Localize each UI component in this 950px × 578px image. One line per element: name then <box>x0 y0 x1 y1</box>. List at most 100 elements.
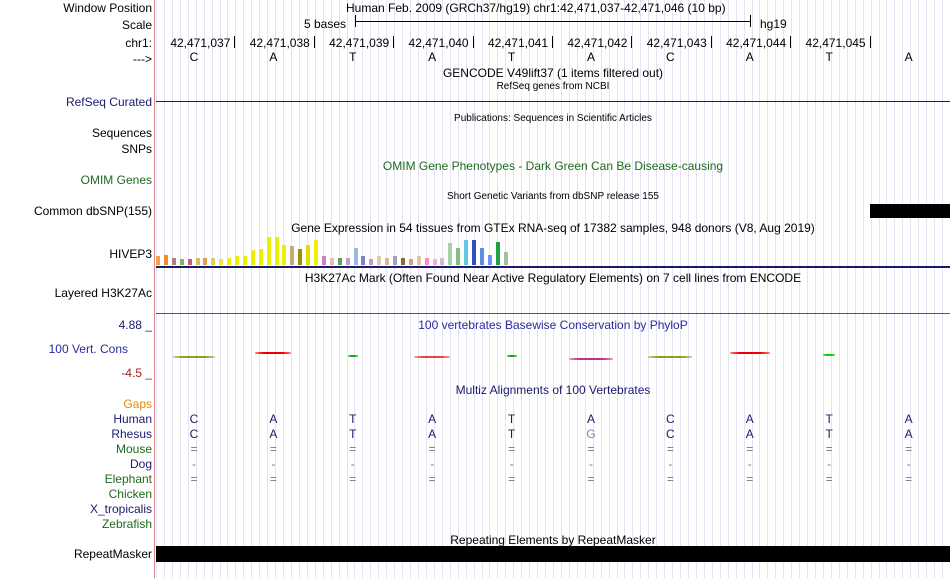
gtex-tissue-bar[interactable] <box>290 246 295 265</box>
base-letter[interactable]: A <box>586 50 595 64</box>
gtex-tissue-bar[interactable] <box>314 240 318 265</box>
gtex-tissue-bar[interactable] <box>337 258 342 265</box>
species-label-human[interactable]: Human <box>113 412 152 426</box>
gtex-tissue-bar[interactable] <box>274 237 279 265</box>
gridline <box>402 0 403 578</box>
gtex-tissue-bar[interactable] <box>416 256 421 265</box>
gtex-tissue-bar[interactable] <box>400 258 405 265</box>
gtex-tissue-bar[interactable] <box>408 259 413 265</box>
gtex-tissue-bar[interactable] <box>227 258 232 265</box>
gtex-tissue-bar[interactable] <box>195 258 200 265</box>
omim-genes-label[interactable]: OMIM Genes <box>80 173 152 187</box>
gtex-tissue-bar[interactable] <box>424 258 429 265</box>
position-tick <box>393 36 395 48</box>
repeatmasker-block[interactable] <box>156 546 950 562</box>
gtex-tissue-bar[interactable] <box>211 258 216 265</box>
species-label-zebrafish[interactable]: Zebrafish <box>101 517 152 531</box>
gtex-tissue-bar[interactable] <box>306 245 311 265</box>
gtex-tissue-bar[interactable] <box>282 245 287 265</box>
hivep3-gene-line[interactable] <box>156 266 950 268</box>
base-letter[interactable]: T <box>349 50 357 64</box>
species-label-x_tropicalis[interactable]: X_tropicalis <box>89 502 152 516</box>
gtex-track-title[interactable]: Gene Expression in 54 tissues from GTEx … <box>291 221 815 235</box>
gtex-tissue-bar[interactable] <box>353 248 358 265</box>
species-label-rhesus[interactable]: Rhesus <box>111 427 152 441</box>
gencode-track-title[interactable]: GENCODE V49lift37 (1 items filtered out) <box>442 66 664 80</box>
refseq-curated-label[interactable]: RefSeq Curated <box>65 95 152 109</box>
window-position-value[interactable]: Human Feb. 2009 (GRCh37/hg19) chr1:42,47… <box>346 1 726 15</box>
cons-track-title[interactable]: 100 vertebrates Basewise Conservation by… <box>418 318 688 332</box>
sequences-label[interactable]: Sequences <box>91 126 152 140</box>
gridline <box>823 0 824 578</box>
refseq-gene-line[interactable] <box>156 101 950 102</box>
gridline <box>426 0 427 578</box>
gtex-tissue-bar[interactable] <box>179 259 184 265</box>
dbsnp-variant-block[interactable] <box>870 204 950 218</box>
base-letter[interactable]: A <box>745 50 754 64</box>
species-label-elephant[interactable]: Elephant <box>104 472 152 486</box>
layered-h3k27ac-label[interactable]: Layered H3K27Ac <box>54 286 152 300</box>
vert-cons-label[interactable]: 100 Vert. Cons <box>48 342 128 356</box>
species-label-dog[interactable]: Dog <box>129 457 152 471</box>
alignment-base: = <box>746 442 754 456</box>
gtex-tissue-bar[interactable] <box>203 258 208 265</box>
gtex-tissue-bar[interactable] <box>187 259 192 265</box>
repeatmasker-track-title[interactable]: Repeating Elements by RepeatMasker <box>450 533 656 547</box>
species-label-chicken[interactable]: Chicken <box>108 487 152 501</box>
multiz-track-title[interactable]: Multiz Alignments of 100 Vertebrates <box>455 383 651 397</box>
publications-track-title[interactable]: Publications: Sequences in Scientific Ar… <box>454 113 652 124</box>
base-letter[interactable]: A <box>269 50 278 64</box>
snps-label[interactable]: SNPs <box>121 142 152 156</box>
omim-track-title[interactable]: OMIM Gene Phenotypes - Dark Green Can Be… <box>382 159 724 173</box>
gtex-tissue-bar[interactable] <box>393 256 397 265</box>
species-label-mouse[interactable]: Mouse <box>115 442 152 456</box>
gridline <box>934 0 935 578</box>
base-letter[interactable]: A <box>428 50 437 64</box>
gtex-tissue-bar[interactable] <box>487 255 492 265</box>
gtex-tissue-bar[interactable] <box>163 255 168 265</box>
gtex-tissue-bar[interactable] <box>156 256 160 265</box>
gtex-tissue-bar[interactable] <box>472 240 476 265</box>
base-letter[interactable]: A <box>904 50 913 64</box>
gtex-tissue-bar[interactable] <box>385 258 390 265</box>
gtex-tissue-bar[interactable] <box>495 242 500 265</box>
gridline <box>156 0 157 578</box>
hivep3-gene-label[interactable]: HIVEP3 <box>109 247 152 261</box>
gtex-tissue-bar[interactable] <box>464 240 469 265</box>
base-letter[interactable]: C <box>189 50 199 64</box>
base-letter[interactable]: T <box>507 50 516 64</box>
gtex-tissue-bar[interactable] <box>266 237 271 265</box>
gtex-tissue-bar[interactable] <box>440 258 445 265</box>
base-letter[interactable]: T <box>825 50 833 64</box>
gtex-expression-chart[interactable] <box>156 236 516 265</box>
repeatmasker-label[interactable]: RepeatMasker <box>73 547 152 561</box>
gtex-tissue-bar[interactable] <box>479 248 484 265</box>
common-dbsnp-label[interactable]: Common dbSNP(155) <box>33 204 152 218</box>
gtex-tissue-bar[interactable] <box>456 248 461 265</box>
h3k27ac-track-title[interactable]: H3K27Ac Mark (Often Found Near Active Re… <box>304 271 802 285</box>
gtex-tissue-bar[interactable] <box>503 252 508 265</box>
gtex-tissue-bar[interactable] <box>219 259 224 265</box>
gtex-tissue-bar[interactable] <box>377 256 382 265</box>
gtex-tissue-bar[interactable] <box>235 256 239 265</box>
gtex-tissue-bar[interactable] <box>298 249 303 265</box>
gtex-tissue-bar[interactable] <box>250 250 255 265</box>
gtex-tissue-bar[interactable] <box>171 258 176 265</box>
alignment-base: G <box>586 427 596 441</box>
gtex-tissue-bar[interactable] <box>369 259 374 265</box>
gtex-tissue-bar[interactable] <box>361 256 366 265</box>
dbsnp-track-title[interactable]: Short Genetic Variants from dbSNP releas… <box>447 191 659 202</box>
gridline <box>632 0 633 578</box>
gtex-tissue-bar[interactable] <box>329 258 334 265</box>
gtex-tissue-bar[interactable] <box>258 249 263 265</box>
gtex-tissue-bar[interactable] <box>321 256 326 265</box>
gtex-tissue-bar[interactable] <box>448 243 453 265</box>
alignment-base: C <box>666 412 675 426</box>
gridline <box>505 0 506 578</box>
base-letter[interactable]: C <box>666 50 675 64</box>
gtex-tissue-bar[interactable] <box>345 258 350 265</box>
gtex-tissue-bar[interactable] <box>432 259 437 265</box>
gtex-tissue-bar[interactable] <box>242 256 247 265</box>
gridline <box>672 0 673 578</box>
